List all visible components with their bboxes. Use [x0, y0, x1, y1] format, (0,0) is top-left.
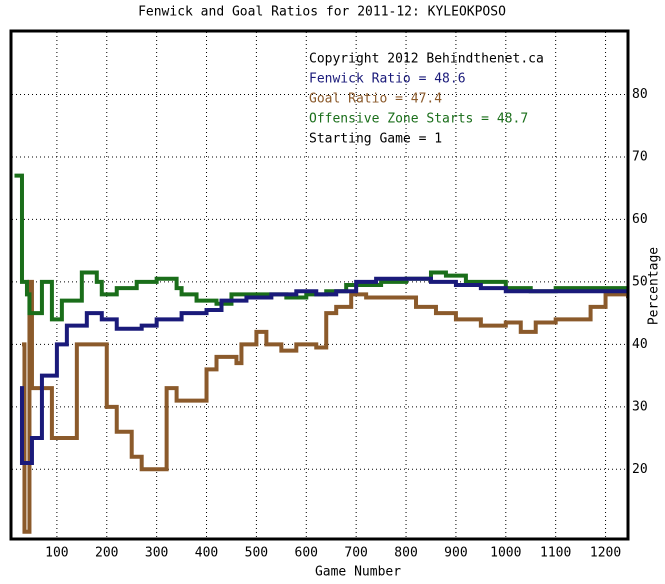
- y-tick-label: 70: [632, 149, 648, 164]
- x-tick-label: 200: [95, 546, 118, 561]
- y-tick-label: 20: [632, 462, 648, 477]
- chart-title: Fenwick and Goal Ratios for 2011-12: KYL…: [138, 5, 506, 20]
- y-tick-label: 40: [632, 337, 648, 352]
- series-line: [21, 279, 628, 534]
- y-tick-label: 80: [632, 87, 648, 102]
- annotation: Fenwick Ratio = 48.6: [309, 72, 466, 87]
- y-tick-label: 30: [632, 399, 648, 414]
- series-line: [19, 276, 628, 466]
- lines: [14, 173, 628, 534]
- y-axis-label: Percentage: [647, 247, 662, 325]
- x-tick-label: 900: [444, 546, 467, 561]
- x-tick-label: 100: [45, 546, 68, 561]
- y-tick-label: 60: [632, 212, 648, 227]
- plot-frame: [9, 29, 630, 541]
- x-tick-label: 1000: [490, 546, 521, 561]
- x-tick-label: 600: [295, 546, 318, 561]
- annotation: Goal Ratio = 47.4: [309, 92, 442, 107]
- x-tick-label: 1200: [590, 546, 621, 561]
- y-tick-label: 50: [632, 274, 648, 289]
- annotation: Starting Game = 1: [309, 132, 442, 147]
- x-tick-label: 500: [245, 546, 268, 561]
- series-line: [14, 173, 628, 322]
- x-tick-label: 400: [195, 546, 218, 561]
- grid: [12, 32, 628, 538]
- x-tick-label: 700: [344, 546, 367, 561]
- annotations: Copyright 2012 Behindthenet.ca Fenwick Ra…: [309, 52, 544, 147]
- x-tick-label: 300: [145, 546, 168, 561]
- x-axis-label: Game Number: [315, 565, 401, 580]
- annotation: Offensive Zone Starts = 48.7: [309, 112, 528, 127]
- x-tick-label: 800: [394, 546, 417, 561]
- x-tick-label: 1100: [540, 546, 571, 561]
- annotation: Copyright 2012 Behindthenet.ca: [309, 52, 544, 67]
